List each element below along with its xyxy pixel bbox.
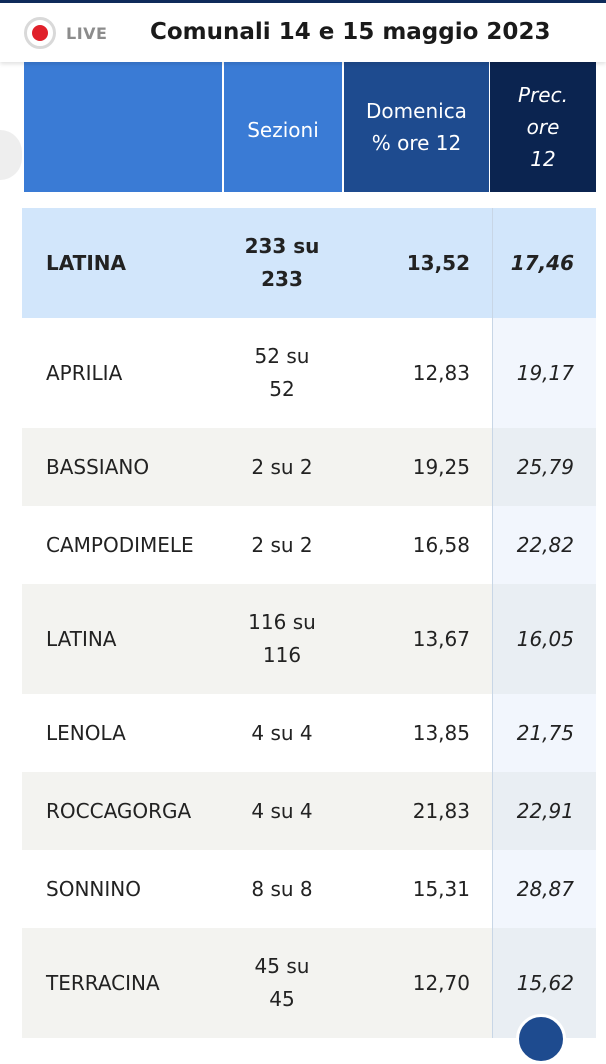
row-sezioni: 116 su 116	[192, 606, 372, 672]
row-name: LATINA	[46, 627, 117, 651]
row-prec: 21,75	[492, 694, 596, 772]
row-sezioni-line2: 45	[269, 987, 295, 1011]
row-name: LATINA	[46, 251, 126, 275]
row-sezioni: 4 su 4	[251, 720, 313, 745]
table-header: Sezioni Domenica % ore 12 Prec. ore 12	[24, 62, 596, 192]
row-domenica: 12,70	[412, 971, 470, 995]
header-comune	[24, 62, 224, 192]
row-domenica: 13,85	[412, 721, 470, 745]
table-row: ROCCAGORGA 4 su 4 21,83 22,91	[22, 772, 596, 850]
live-record-icon	[24, 17, 56, 49]
header-sezioni: Sezioni	[224, 62, 344, 192]
header-domenica: Domenica % ore 12	[344, 62, 490, 192]
header-domenica-line1: Domenica	[366, 99, 467, 123]
row-name: SONNINO	[46, 877, 141, 901]
row-name: ROCCAGORGA	[46, 799, 192, 823]
top-bar: LIVE Comunali 14 e 15 maggio 2023	[0, 0, 606, 62]
live-label: LIVE	[66, 23, 108, 43]
row-prec: 28,87	[492, 850, 596, 928]
row-sezioni-line2: 52	[269, 377, 295, 401]
row-prec: 22,82	[492, 506, 596, 584]
row-sezioni: 4 su 4	[251, 798, 313, 823]
row-prec: 19,17	[492, 318, 596, 428]
row-sezioni-line1: 45 su	[254, 954, 310, 978]
row-domenica: 15,31	[412, 877, 470, 901]
row-sezioni-line2: 116	[262, 643, 302, 667]
row-prec: 22,91	[492, 772, 596, 850]
table-row: SONNINO 8 su 8 15,31 28,87	[22, 850, 596, 928]
row-name: BASSIANO	[46, 455, 150, 479]
table-row-total: LATINA 233 su 233 13,52 17,46	[22, 208, 596, 318]
row-domenica: 12,83	[412, 361, 470, 385]
row-prec: 16,05	[492, 584, 596, 694]
row-sezioni-line2: 233	[261, 267, 303, 291]
header-domenica-line2: % ore 12	[371, 131, 462, 155]
row-domenica: 13,52	[406, 251, 470, 275]
row-name: TERRACINA	[46, 971, 160, 995]
row-sezioni: 45 su 45	[192, 950, 372, 1016]
header-prec-line2: ore	[526, 115, 560, 139]
table-row: APRILIA 52 su 52 12,83 19,17	[22, 318, 596, 428]
table-row: LENOLA 4 su 4 13,85 21,75	[22, 694, 596, 772]
row-domenica: 16,58	[412, 533, 470, 557]
table-row: CAMPODIMELE 2 su 2 16,58 22,82	[22, 506, 596, 584]
row-prec: 25,79	[492, 428, 596, 506]
row-prec: 17,46	[492, 208, 596, 318]
row-sezioni-line1: 233 su	[244, 234, 320, 258]
row-domenica: 19,25	[412, 455, 470, 479]
row-sezioni: 8 su 8	[251, 876, 313, 901]
header-prec: Prec. ore 12	[490, 62, 596, 192]
table-row: LATINA 116 su 116 13,67 16,05	[22, 584, 596, 694]
header-prec-line1: Prec.	[518, 83, 568, 107]
row-name: LENOLA	[46, 721, 126, 745]
row-sezioni: 233 su 233	[192, 230, 372, 296]
row-name: APRILIA	[46, 361, 123, 385]
table-row: BASSIANO 2 su 2 19,25 25,79	[22, 428, 596, 506]
side-handle[interactable]	[0, 130, 22, 180]
results-table: LATINA 233 su 233 13,52 17,46 APRILIA 52…	[22, 208, 596, 1038]
row-name: CAMPODIMELE	[46, 533, 194, 557]
row-sezioni: 52 su 52	[192, 340, 372, 406]
scroll-top-button[interactable]	[516, 1014, 566, 1064]
row-sezioni: 2 su 2	[251, 532, 313, 557]
row-sezioni-line1: 116 su	[248, 610, 316, 634]
live-indicator[interactable]: LIVE	[24, 17, 107, 49]
row-domenica: 13,67	[412, 627, 470, 651]
table-row: TERRACINA 45 su 45 12,70 15,62	[22, 928, 596, 1038]
page-title: Comunali 14 e 15 maggio 2023	[150, 19, 551, 45]
row-sezioni: 2 su 2	[251, 454, 313, 479]
row-sezioni-line1: 52 su	[254, 344, 310, 368]
header-prec-line3: 12	[530, 147, 556, 171]
row-domenica: 21,83	[412, 799, 470, 823]
